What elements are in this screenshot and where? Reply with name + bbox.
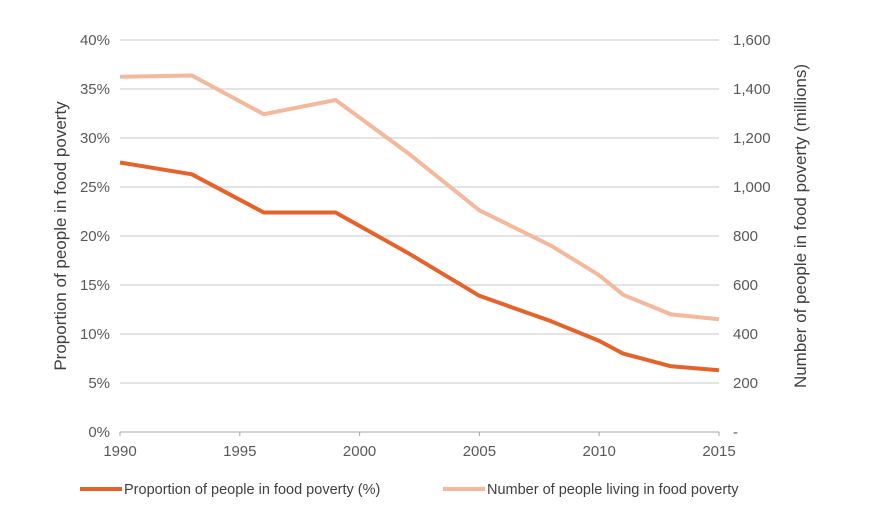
left-tick-label-7: 35% bbox=[80, 81, 110, 98]
right-tick-label-7: 1,400 bbox=[733, 81, 771, 98]
right-tick-label-6: 1,200 bbox=[733, 130, 771, 147]
left-tick-label-6: 30% bbox=[80, 130, 110, 147]
left-tick-label-5: 25% bbox=[80, 179, 110, 196]
series-lines bbox=[119, 73, 720, 373]
x-tick-label-4: 2010 bbox=[583, 443, 616, 460]
x-tick-label-0: 1990 bbox=[103, 443, 136, 460]
left-tick-label-1: 5% bbox=[88, 375, 110, 392]
legend: Proportion of people in food poverty (%)… bbox=[80, 482, 739, 498]
right-tick-label-8: 1,600 bbox=[733, 32, 771, 49]
right-tick-label-5: 1,000 bbox=[733, 179, 771, 196]
left-tick-label-3: 15% bbox=[80, 277, 110, 294]
gridlines bbox=[120, 39, 719, 384]
left-tick-label-4: 20% bbox=[80, 228, 110, 245]
legend-label-number: Number of people living in food poverty bbox=[487, 482, 739, 498]
right-axis-ticks: - 200 400 600 800 1,000 1,200 1,400 1,600 bbox=[733, 32, 771, 441]
series-line-proportion bbox=[119, 160, 720, 373]
right-tick-label-0: - bbox=[733, 424, 738, 441]
x-tick-label-1: 1995 bbox=[223, 443, 256, 460]
right-tick-label-2: 400 bbox=[733, 326, 758, 343]
left-tick-label-8: 40% bbox=[80, 32, 110, 49]
right-tick-label-4: 800 bbox=[733, 228, 758, 245]
x-tick-label-5: 2015 bbox=[702, 443, 735, 460]
right-tick-label-1: 200 bbox=[733, 375, 758, 392]
x-axis-ticks: 1990 1995 2000 2005 2010 2015 bbox=[103, 432, 736, 460]
x-tick-label-2: 2000 bbox=[343, 443, 376, 460]
left-tick-label-2: 10% bbox=[80, 326, 110, 343]
right-axis-title: Number of people in food poverty (millio… bbox=[791, 64, 810, 388]
left-axis-title: Proportion of people in food poverty bbox=[51, 101, 70, 371]
left-axis-ticks: 0% 5% 10% 15% 20% 25% 30% 35% 40% bbox=[80, 32, 110, 441]
right-tick-label-3: 600 bbox=[733, 277, 758, 294]
series-line-number bbox=[119, 73, 720, 322]
x-tick-label-3: 2005 bbox=[463, 443, 496, 460]
left-tick-label-0: 0% bbox=[88, 424, 110, 441]
legend-label-proportion: Proportion of people in food poverty (%) bbox=[124, 482, 380, 498]
